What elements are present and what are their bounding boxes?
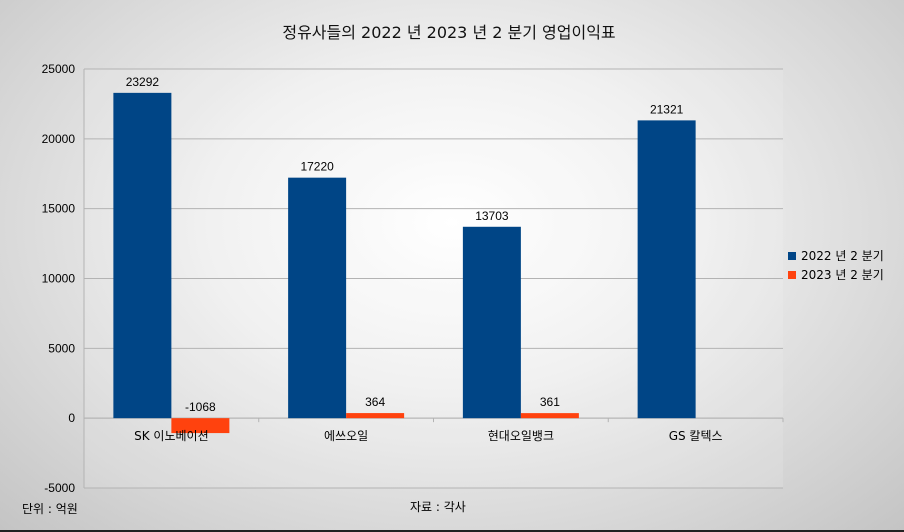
legend-swatch [788, 252, 796, 260]
x-tick-label: 에쓰오일 [324, 429, 368, 443]
data-label: 13703 [475, 209, 509, 223]
legend-label: 2023 년 2 분기 [801, 268, 884, 282]
data-label: 21321 [650, 102, 684, 116]
y-tick-label: 10000 [42, 272, 76, 286]
bar [113, 92, 172, 419]
x-tick-label: 현대오일뱅크 [488, 429, 554, 443]
data-label: 364 [365, 395, 385, 409]
x-tick-label: GS 칼텍스 [669, 429, 723, 443]
data-label: -1068 [185, 400, 216, 414]
bar [171, 418, 230, 434]
legend-label: 2022 년 2 분기 [801, 249, 884, 263]
unit-note: 단위 : 억원 [22, 502, 78, 516]
source-note: 자료 : 각사 [410, 500, 466, 514]
bar [637, 120, 696, 419]
data-label: 23292 [126, 75, 160, 89]
x-tick-label: SK 이노베이션 [134, 429, 209, 443]
y-tick-label: 0 [68, 411, 75, 425]
bar [520, 413, 579, 419]
y-tick-label: 5000 [48, 341, 75, 355]
y-tick-label: 25000 [42, 62, 76, 76]
legend-swatch [788, 271, 796, 279]
bar [346, 413, 405, 419]
data-label: 17220 [300, 160, 334, 174]
chart-title: 정유사들의 2022 년 2023 년 2 분기 영업이익표 [282, 23, 615, 42]
y-tick-label: 15000 [42, 202, 76, 216]
bar [288, 177, 347, 419]
data-label: 361 [540, 395, 560, 409]
y-tick-label: -5000 [44, 481, 75, 495]
bar [462, 226, 521, 419]
y-tick-label: 20000 [42, 132, 76, 146]
